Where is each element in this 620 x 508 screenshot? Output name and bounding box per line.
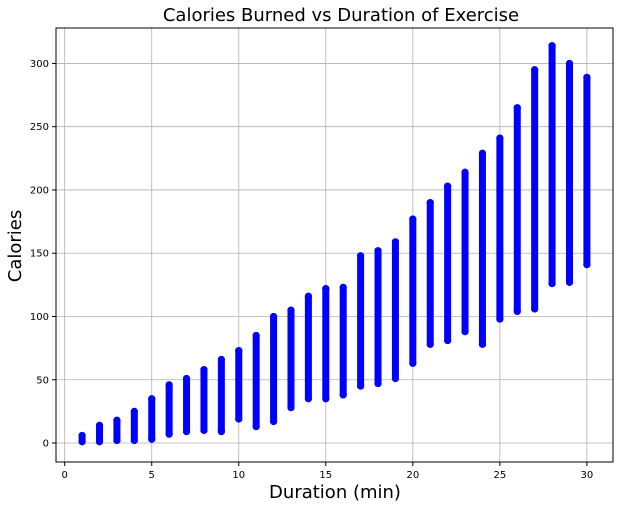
data-point-max xyxy=(252,331,260,340)
data-point-max xyxy=(130,407,138,415)
data-point-max xyxy=(95,421,104,429)
x-tick-label: 25 xyxy=(493,470,506,481)
y-tick-label: 100 xyxy=(30,312,49,323)
data-point-min xyxy=(339,391,347,399)
data-point-min xyxy=(148,435,156,443)
data-point-max xyxy=(548,42,556,50)
data-point-max xyxy=(339,283,347,291)
data-point-min xyxy=(583,261,591,269)
data-point-max xyxy=(287,306,295,314)
data-point-min xyxy=(461,328,469,336)
y-tick-label: 0 xyxy=(43,439,49,450)
data-point-max xyxy=(531,66,539,74)
plot-frame xyxy=(55,27,614,463)
data-point-max xyxy=(200,366,208,374)
data-point-max xyxy=(409,215,417,223)
data-point-max xyxy=(357,252,365,260)
data-point-min xyxy=(478,340,487,348)
data-point-max xyxy=(444,182,452,190)
y-tick-label: 300 xyxy=(30,59,49,70)
y-tick-label: 150 xyxy=(30,249,49,260)
data-point-min xyxy=(357,382,365,390)
data-point-max xyxy=(304,292,312,300)
data-point-min xyxy=(531,305,539,313)
data-point-max xyxy=(513,104,521,112)
data-point-max xyxy=(426,199,434,207)
data-point-min xyxy=(217,428,225,436)
x-tick-label: 0 xyxy=(62,470,68,481)
data-point-max xyxy=(391,238,400,246)
data-point-max xyxy=(322,285,330,293)
data-point-max xyxy=(182,374,191,383)
data-point-max xyxy=(269,312,278,321)
data-point-min xyxy=(130,436,138,445)
data-point-max xyxy=(496,134,504,142)
data-point-min xyxy=(391,374,400,383)
data-point-min xyxy=(513,307,521,316)
chart-title: Calories Burned vs Duration of Exercise xyxy=(163,5,519,26)
data-point-min xyxy=(235,415,243,423)
data-point-min xyxy=(165,430,173,438)
data-point-min xyxy=(252,422,260,431)
y-tick-label: 50 xyxy=(36,375,49,386)
data-point-min xyxy=(78,438,86,446)
data-point-max xyxy=(165,381,173,389)
data-point-min xyxy=(287,403,295,412)
data-point-min xyxy=(200,426,208,434)
data-point-max xyxy=(217,355,225,364)
x-tick-label: 10 xyxy=(232,470,245,481)
data-point-min xyxy=(113,436,121,445)
data-point-max xyxy=(374,247,382,255)
data-point-min xyxy=(95,438,104,446)
data-point-min xyxy=(444,336,452,345)
x-tick-label: 15 xyxy=(319,470,332,481)
x-axis-label: Duration (min) xyxy=(269,482,401,503)
y-axis-label: Calories xyxy=(5,210,26,282)
data-point-min xyxy=(322,395,330,403)
data-point-min xyxy=(426,340,434,348)
data-point-min xyxy=(548,279,556,288)
x-tick-label: 30 xyxy=(581,470,594,481)
data-point-min xyxy=(565,278,574,286)
data-point-min xyxy=(496,315,504,323)
x-tick-label: 20 xyxy=(406,470,419,481)
data-point-min xyxy=(182,428,191,436)
data-point-min xyxy=(304,395,312,403)
data-point-min xyxy=(374,379,382,388)
data-point-max xyxy=(148,395,156,403)
data-point-max xyxy=(78,431,86,440)
data-point-max xyxy=(583,73,591,81)
data-point-max xyxy=(461,168,469,176)
data-point-min xyxy=(409,359,417,367)
data-point-min xyxy=(269,417,278,426)
data-point-max xyxy=(478,149,487,157)
y-tick-label: 200 xyxy=(30,185,49,196)
y-axis-ticks: 0 50 100 150 200 250 300 xyxy=(30,59,56,450)
data-point-max xyxy=(113,416,121,424)
data-points xyxy=(78,42,591,446)
y-tick-label: 250 xyxy=(30,122,49,133)
data-point-max xyxy=(565,59,574,68)
data-point-max xyxy=(235,347,243,355)
x-tick-label: 5 xyxy=(149,470,155,481)
x-axis-ticks: 0 5 10 15 20 25 30 xyxy=(62,462,594,481)
